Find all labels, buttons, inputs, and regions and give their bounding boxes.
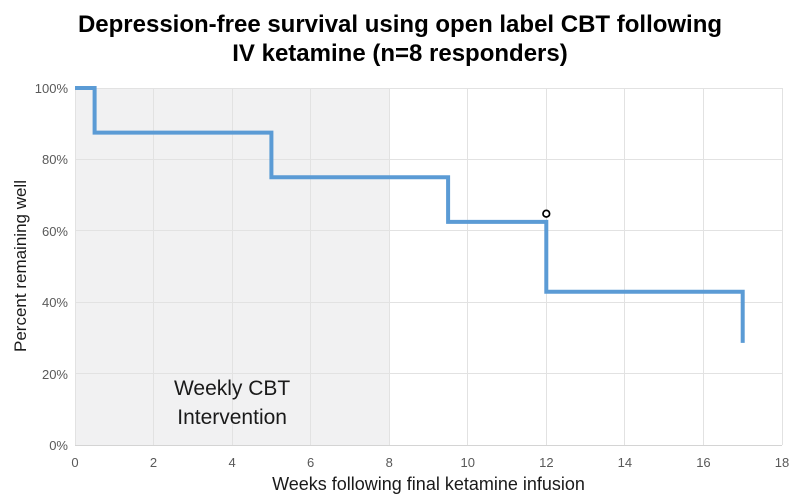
h-gridline [75, 444, 782, 446]
x-tick-label: 12 [539, 455, 554, 470]
y-tick-label: 20% [41, 366, 68, 382]
h-gridline [75, 230, 782, 232]
cbt-intervention-label: Weekly CBT Intervention [173, 377, 291, 429]
x-axis-label: Weeks following final ketamine infusion [272, 474, 585, 494]
chart-title-text: Depression-free survival using open labe… [77, 11, 723, 68]
x-tick-label: 16 [696, 455, 711, 470]
y-tick-label: 40% [41, 295, 68, 311]
h-gridline [75, 301, 782, 303]
y-tick-label: 100% [34, 81, 68, 96]
y-tick-label: 80% [41, 152, 68, 168]
v-gridline [74, 88, 76, 445]
h-gridline [75, 87, 782, 89]
plot-area: Weekly CBT Intervention [74, 86, 783, 446]
y-axis-label: Percent remaining well [11, 180, 30, 352]
x-tick-label: 0 [71, 455, 79, 470]
v-gridline [467, 88, 469, 445]
v-gridline [153, 88, 155, 445]
survival-curve [75, 86, 745, 343]
x-tick-label: 10 [460, 455, 475, 470]
v-gridline [624, 88, 626, 445]
x-tick-label: 14 [617, 455, 633, 470]
v-gridline [310, 88, 312, 445]
x-tick-label: 18 [774, 455, 790, 470]
y-tick-label: 0% [49, 438, 68, 453]
v-gridline [388, 88, 390, 445]
v-gridline [781, 88, 783, 445]
step-line [75, 86, 745, 343]
y-tick-label: 60% [41, 223, 68, 239]
h-gridline [75, 158, 782, 160]
x-tick-label: 4 [228, 455, 236, 470]
x-tick-label: 6 [307, 455, 315, 470]
v-gridline [702, 88, 704, 445]
chart-title: Depression-free survival using open labe… [0, 10, 800, 68]
censor-marker-icon [542, 209, 551, 218]
v-gridline [231, 88, 233, 445]
h-gridline [75, 373, 782, 375]
x-tick-label: 2 [149, 455, 158, 470]
x-tick-label: 8 [385, 455, 393, 470]
